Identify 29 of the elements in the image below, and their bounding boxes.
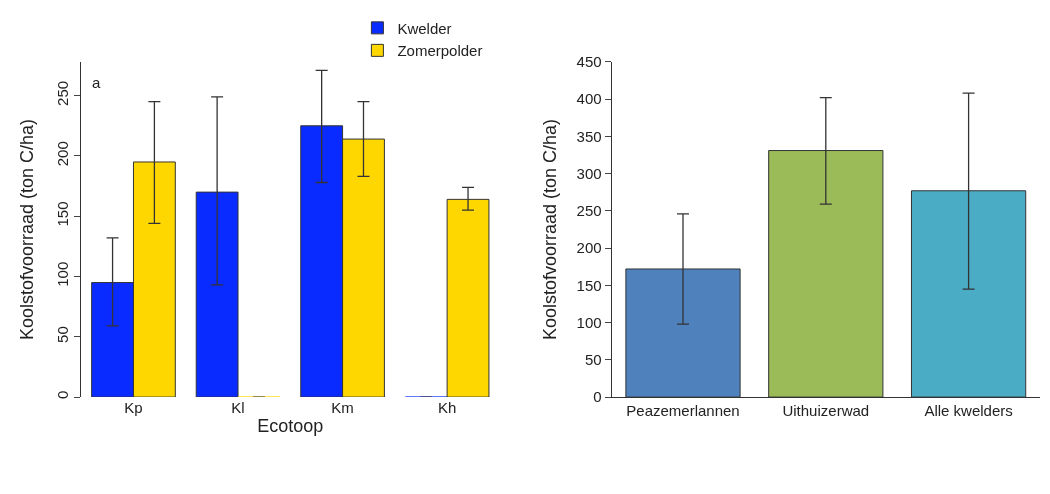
x-tick-label: Alle kwelders [924, 402, 1013, 420]
x-tick-label: Kh [437, 399, 457, 417]
y-tick-label: 50 [584, 351, 602, 369]
annotation: a [92, 74, 101, 91]
x-tick-label: Kl [231, 399, 245, 417]
x-tick-label: Km [331, 399, 354, 417]
y-tick-label: 0 [54, 390, 72, 400]
y-tick-label: 250 [54, 80, 72, 106]
y-tick-label: 150 [576, 276, 602, 294]
x-tick-label: Peazemerlannen [626, 402, 740, 420]
x-axis-title: Ecotoop [257, 416, 324, 437]
y-tick-label: 400 [576, 90, 602, 108]
x-tick-label: Uithuizerwad [782, 402, 870, 420]
y-tick-label: 200 [576, 239, 602, 257]
legend-label: Zomerpolder [397, 42, 483, 60]
y-tick-label: 450 [576, 53, 602, 71]
y-tick-label: 300 [576, 164, 602, 182]
y-axis-title: Koolstofvoorraad (ton C/ha) [539, 118, 560, 341]
x-tick-label: Kp [124, 399, 143, 417]
y-tick-label: 100 [576, 313, 602, 331]
y-tick-label: 100 [54, 261, 72, 287]
y-tick-label: 350 [576, 127, 602, 145]
y-tick-label: 150 [54, 201, 72, 227]
y-tick-label: 200 [54, 141, 72, 167]
legend-label: Kwelder [397, 19, 452, 37]
y-tick-label: 250 [576, 202, 602, 220]
y-axis-title: Koolstofvoorraad (ton C/ha) [17, 118, 38, 341]
y-tick-label: 0 [593, 388, 602, 406]
y-tick-label: 50 [54, 326, 72, 343]
